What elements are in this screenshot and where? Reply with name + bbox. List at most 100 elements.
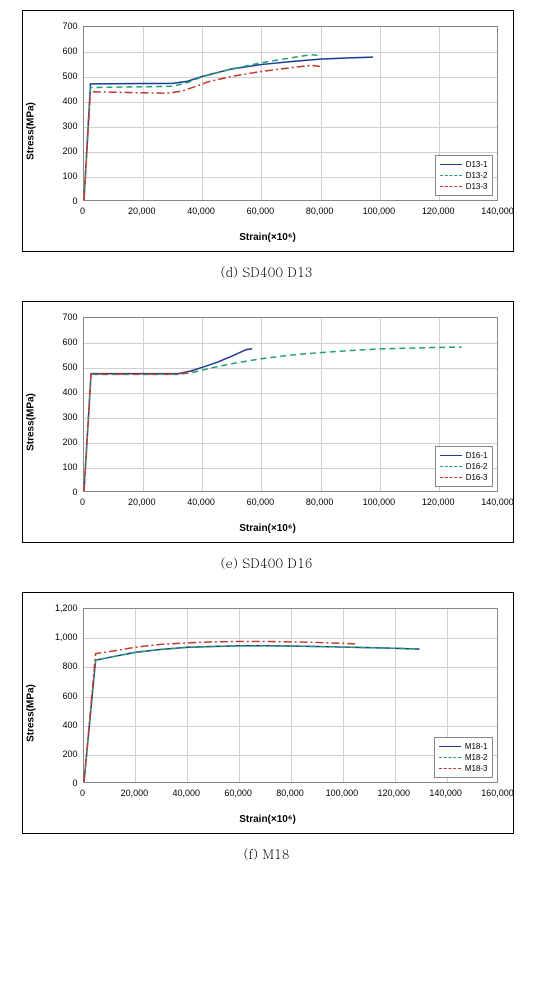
legend-row: M18-3 bbox=[439, 763, 488, 774]
y-axis-label: Stress(MPa) bbox=[25, 393, 36, 451]
ytick-label: 600 bbox=[38, 46, 78, 56]
legend-row: M18-1 bbox=[439, 741, 488, 752]
xtick-label: 120,000 bbox=[422, 497, 455, 507]
xtick-label: 40,000 bbox=[187, 497, 215, 507]
ytick-label: 300 bbox=[38, 412, 78, 422]
plot-area: D13-1 D13-2 D13-3 bbox=[83, 26, 498, 201]
ytick-label: 1,000 bbox=[38, 632, 78, 642]
series-line-1 bbox=[84, 347, 462, 491]
legend: D16-1 D16-2 D16-3 bbox=[435, 446, 493, 487]
series-line-0 bbox=[84, 349, 252, 491]
xtick-label: 120,000 bbox=[377, 788, 410, 798]
legend: M18-1 M18-2 M18-3 bbox=[434, 737, 493, 778]
ytick-label: 500 bbox=[38, 362, 78, 372]
plot-area: D16-1 D16-2 D16-3 bbox=[83, 317, 498, 492]
series-line-2 bbox=[84, 65, 320, 200]
legend-swatch bbox=[440, 186, 462, 187]
legend-row: M18-2 bbox=[439, 752, 488, 763]
xtick-label: 40,000 bbox=[172, 788, 200, 798]
xtick-label: 60,000 bbox=[224, 788, 252, 798]
series-line-0 bbox=[84, 646, 420, 782]
xtick-label: 140,000 bbox=[481, 497, 514, 507]
legend-swatch bbox=[440, 466, 462, 467]
plot-area: M18-1 M18-2 M18-3 bbox=[83, 608, 498, 783]
x-axis-label: Strain(×10⁶) bbox=[239, 814, 296, 825]
legend-label: D13-3 bbox=[466, 182, 488, 191]
ytick-label: 200 bbox=[38, 749, 78, 759]
legend-swatch bbox=[439, 768, 461, 769]
chart-2: 0 200 400 600 800 1,000 1,200 0 20,000 40,000 60,0… bbox=[22, 592, 514, 834]
legend-label: M18-3 bbox=[465, 764, 488, 773]
xtick-label: 100,000 bbox=[326, 788, 359, 798]
x-axis-label: Strain(×10⁶) bbox=[239, 232, 296, 243]
xtick-label: 0 bbox=[80, 206, 85, 216]
legend-label: D16-2 bbox=[466, 462, 488, 471]
xtick-label: 140,000 bbox=[481, 206, 514, 216]
legend: D13-1 D13-2 D13-3 bbox=[435, 155, 493, 196]
xtick-label: 60,000 bbox=[247, 206, 275, 216]
chart-caption: (f) M18 bbox=[22, 844, 512, 863]
series-line-0 bbox=[84, 57, 373, 200]
legend-swatch bbox=[439, 757, 461, 758]
legend-swatch bbox=[440, 175, 462, 176]
legend-swatch bbox=[440, 164, 462, 165]
legend-label: M18-2 bbox=[465, 753, 488, 762]
chart-container: 0 100 200 300 400 500 600 700 0 20,000 40,000 60,00… bbox=[22, 301, 512, 572]
legend-row: D16-3 bbox=[440, 472, 488, 483]
xtick-label: 0 bbox=[80, 788, 85, 798]
legend-label: D13-2 bbox=[466, 171, 488, 180]
chart-container: 0 200 400 600 800 1,000 1,200 0 20,000 40,000 60,0… bbox=[22, 592, 512, 863]
legend-label: D13-1 bbox=[466, 160, 488, 169]
chart-0: 0100200300400500600700020,00040,00060,00… bbox=[22, 10, 514, 252]
xtick-label: 20,000 bbox=[128, 497, 156, 507]
legend-swatch bbox=[439, 746, 461, 747]
ytick-label: 400 bbox=[38, 720, 78, 730]
legend-label: D16-3 bbox=[466, 473, 488, 482]
chart-container: 0100200300400500600700020,00040,00060,00… bbox=[22, 10, 512, 281]
ytick-label: 200 bbox=[38, 437, 78, 447]
y-axis-label: Stress(MPa) bbox=[25, 102, 36, 160]
ytick-label: 1,200 bbox=[38, 603, 78, 613]
ytick-label: 100 bbox=[38, 462, 78, 472]
xtick-label: 100,000 bbox=[363, 206, 396, 216]
series-line-2 bbox=[84, 370, 196, 491]
ytick-label: 600 bbox=[38, 337, 78, 347]
chart-caption: (e) SD400 D16 bbox=[22, 553, 512, 572]
xtick-label: 20,000 bbox=[121, 788, 149, 798]
legend-row: D16-1 bbox=[440, 450, 488, 461]
ytick-label: 400 bbox=[38, 387, 78, 397]
xtick-label: 100,000 bbox=[363, 497, 396, 507]
legend-row: D16-2 bbox=[440, 461, 488, 472]
ytick-label: 300 bbox=[38, 121, 78, 131]
xtick-label: 60,000 bbox=[247, 497, 275, 507]
x-axis-label: Strain(×10⁶) bbox=[239, 523, 296, 534]
series-line-1 bbox=[84, 646, 420, 782]
xtick-label: 0 bbox=[80, 497, 85, 507]
legend-label: M18-1 bbox=[465, 742, 488, 751]
ytick-label: 100 bbox=[38, 171, 78, 181]
ytick-label: 0 bbox=[38, 196, 78, 206]
legend-swatch bbox=[440, 477, 462, 478]
legend-swatch bbox=[440, 455, 462, 456]
ytick-label: 700 bbox=[38, 21, 78, 31]
xtick-label: 20,000 bbox=[128, 206, 156, 216]
ytick-label: 200 bbox=[38, 146, 78, 156]
series-line-2 bbox=[84, 641, 355, 782]
ytick-label: 0 bbox=[38, 778, 78, 788]
legend-row: D13-3 bbox=[440, 181, 488, 192]
ytick-label: 500 bbox=[38, 71, 78, 81]
xtick-label: 80,000 bbox=[306, 206, 334, 216]
legend-row: D13-2 bbox=[440, 170, 488, 181]
ytick-label: 700 bbox=[38, 312, 78, 322]
ytick-label: 0 bbox=[38, 487, 78, 497]
xtick-label: 140,000 bbox=[429, 788, 462, 798]
legend-row: D13-1 bbox=[440, 159, 488, 170]
ytick-label: 400 bbox=[38, 96, 78, 106]
legend-label: D16-1 bbox=[466, 451, 488, 460]
xtick-label: 120,000 bbox=[422, 206, 455, 216]
ytick-label: 600 bbox=[38, 691, 78, 701]
xtick-label: 80,000 bbox=[276, 788, 304, 798]
chart-caption: (d) SD400 D13 bbox=[22, 262, 512, 281]
ytick-label: 800 bbox=[38, 661, 78, 671]
xtick-label: 80,000 bbox=[306, 497, 334, 507]
